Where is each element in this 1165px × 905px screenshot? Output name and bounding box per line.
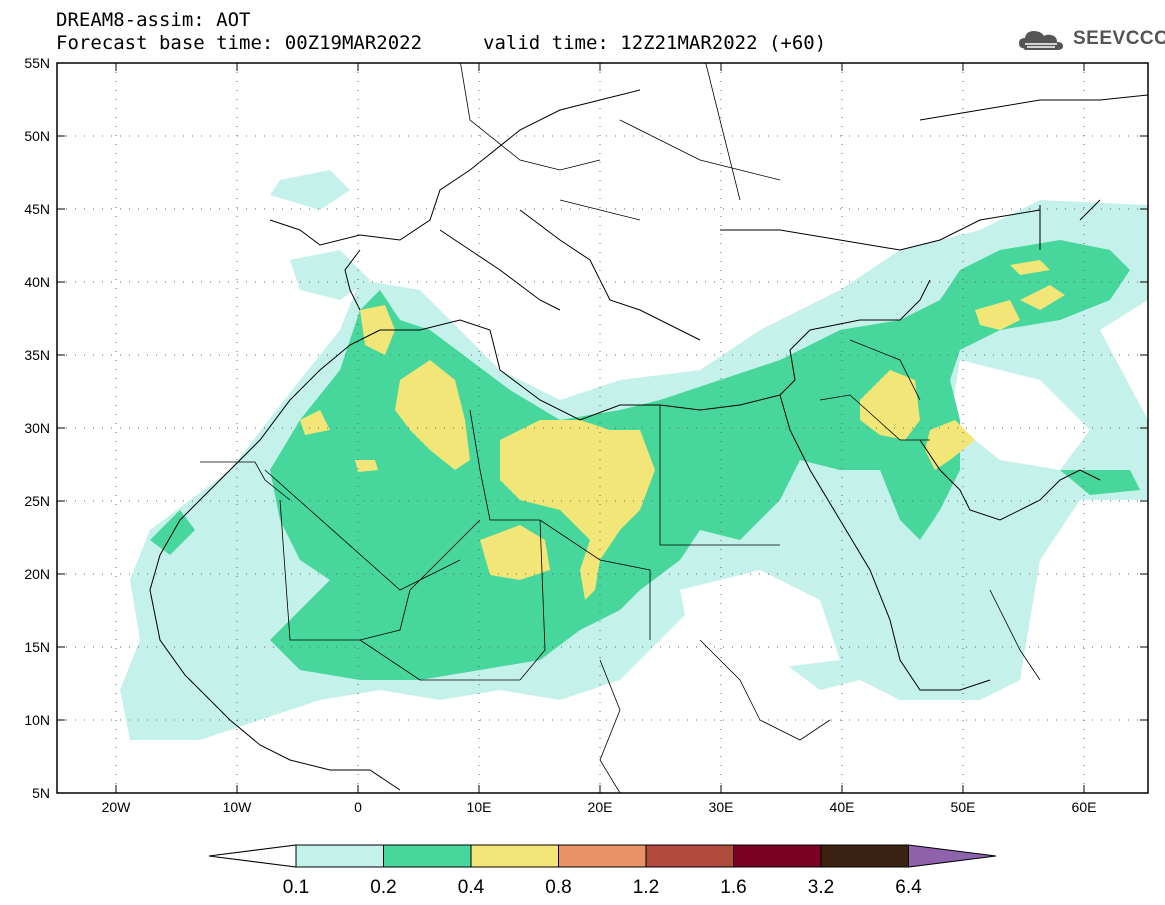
lon-label: 10E	[467, 799, 492, 815]
graticule	[57, 63, 1148, 793]
lat-label: 20N	[24, 566, 50, 582]
lon-label: 20W	[102, 799, 132, 815]
longitude-labels: 20W 10W 0 10E 20E 30E 40E 50E 60E	[102, 799, 1097, 815]
colorbar-swatch	[733, 844, 822, 868]
colorbar-low-arrow	[208, 844, 297, 868]
colorbar-high-arrow	[908, 844, 997, 868]
lon-label: 50E	[951, 799, 976, 815]
lat-label: 5N	[32, 785, 50, 801]
colorbar-label: 1.6	[720, 877, 746, 898]
colorbar-label: 0.8	[545, 877, 571, 898]
cloud-logo-icon	[1019, 31, 1063, 50]
coastlines	[149, 89, 1148, 791]
lat-label: 30N	[24, 420, 50, 436]
colorbar-swatch	[558, 844, 647, 868]
product-title: DREAM8-assim: AOT	[56, 9, 251, 31]
lon-label: 30E	[709, 799, 734, 815]
aot-field	[120, 170, 1148, 793]
lat-label: 15N	[24, 639, 50, 655]
logo-text: SEEVCCC	[1073, 28, 1165, 49]
colorbar-label: 3.2	[808, 877, 834, 898]
colorbar-swatch	[820, 844, 909, 868]
lon-label: 20E	[588, 799, 613, 815]
forecast-base-time: Forecast base time: 00Z19MAR2022	[56, 32, 423, 54]
lon-label: 0	[354, 799, 362, 815]
colorbar-swatch	[645, 844, 734, 868]
lon-label: 60E	[1072, 799, 1097, 815]
colorbar-labels: 0.1 0.2 0.4 0.8 1.2 1.6 3.2 6.4	[283, 877, 922, 898]
valid-time: valid time: 12Z21MAR2022 (+60)	[483, 32, 827, 54]
lat-label: 55N	[24, 55, 50, 71]
lon-label: 10W	[223, 799, 253, 815]
colorbar-swatch	[295, 844, 384, 868]
colorbar-swatch	[470, 844, 559, 868]
lat-label: 45N	[24, 201, 50, 217]
colorbar-label: 0.2	[370, 877, 396, 898]
lat-label: 25N	[24, 493, 50, 509]
colorbar-label: 0.4	[458, 877, 485, 898]
lat-label: 50N	[24, 128, 50, 144]
colorbar-label: 6.4	[895, 877, 922, 898]
colorbar-label: 0.1	[283, 877, 309, 898]
colorbar-swatch	[383, 844, 472, 868]
lat-label: 40N	[24, 274, 50, 290]
lat-label: 35N	[24, 347, 50, 363]
borders	[200, 63, 1041, 793]
lat-label: 10N	[24, 712, 50, 728]
axis-ticks	[57, 62, 1148, 794]
aot-level-0.4	[300, 260, 1065, 600]
colorbar-label: 1.2	[633, 877, 659, 898]
lon-label: 40E	[830, 799, 855, 815]
colorbar	[208, 844, 997, 868]
latitude-labels: 55N 50N 45N 40N 35N 30N 25N 20N 15N 10N …	[24, 55, 50, 801]
